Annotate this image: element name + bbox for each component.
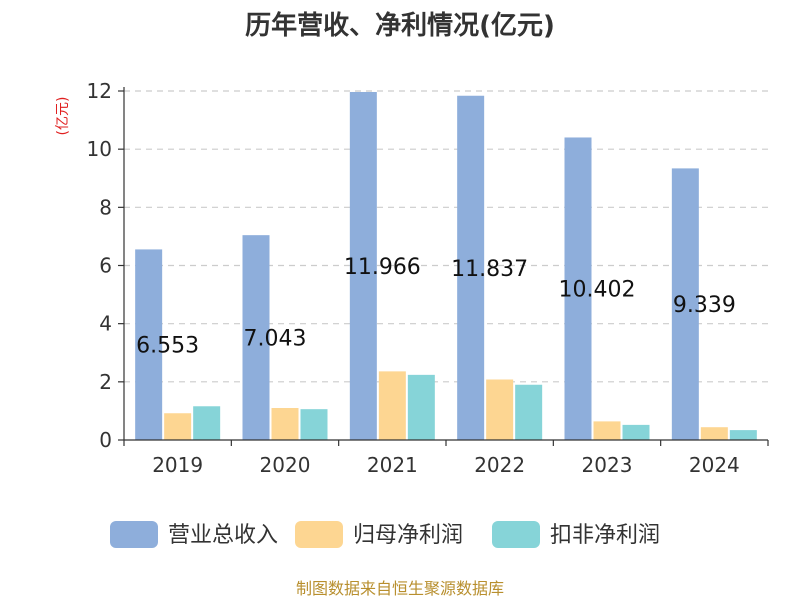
bar-series-1 <box>671 168 699 440</box>
x-tick-label: 2023 <box>582 453 633 477</box>
bar-series-3 <box>515 384 543 440</box>
bar-series-3 <box>300 409 328 440</box>
bar-series-1 <box>457 95 485 440</box>
bar-series-3 <box>729 430 757 440</box>
bar-series-3 <box>622 424 650 440</box>
x-tick-label: 2019 <box>152 453 203 477</box>
chart-title: 历年营收、净利情况(亿元) <box>245 10 555 41</box>
legend: 营业总收入 归母净利润 扣非净利润 <box>110 521 660 548</box>
bar-series-2 <box>271 408 299 440</box>
data-label: 11.966 <box>344 255 421 280</box>
y-tick-label: 2 <box>99 370 112 394</box>
legend-label: 扣非净利润 <box>550 523 660 548</box>
data-label: 9.339 <box>673 293 736 318</box>
bar-series-1 <box>135 249 163 440</box>
bar-series-1 <box>349 91 377 440</box>
x-tick-label: 2021 <box>367 453 418 477</box>
gridlines <box>124 90 768 383</box>
bar-series-2 <box>700 427 728 440</box>
y-tick-label: 0 <box>99 428 112 452</box>
bar-series-2 <box>378 371 406 440</box>
source-note: 制图数据来自恒生聚源数据库 <box>296 579 504 598</box>
legend-swatch <box>492 521 540 548</box>
y-tick-label: 6 <box>99 254 112 278</box>
data-label: 7.043 <box>244 327 307 352</box>
x-tick-label: 2024 <box>689 453 740 477</box>
bar-series-3 <box>193 406 221 440</box>
bar-series-3 <box>407 374 435 440</box>
legend-swatch <box>295 521 343 548</box>
data-labels-group: 6.553 7.043 11.966 11.837 10.402 9.339 <box>136 255 736 359</box>
bar-series-2 <box>593 421 621 440</box>
legend-label: 归母净利润 <box>353 523 463 548</box>
bar-series-2 <box>164 413 192 440</box>
data-label: 6.553 <box>136 334 199 359</box>
bar-series-1 <box>242 235 270 440</box>
legend-label: 营业总收入 <box>168 523 278 548</box>
legend-swatch <box>110 521 158 548</box>
bar-series-1 <box>564 137 592 441</box>
y-tick-label: 10 <box>87 137 112 161</box>
bar-series-2 <box>486 379 514 440</box>
y-axis-label: (亿元) <box>55 97 71 136</box>
y-tick-label: 12 <box>87 79 112 103</box>
bars-group <box>135 91 757 441</box>
x-tick-label: 2022 <box>474 453 525 477</box>
x-tick-label: 2020 <box>260 453 311 477</box>
data-label: 10.402 <box>559 278 636 303</box>
data-label: 11.837 <box>451 257 528 282</box>
axes-group: 0 2 4 6 8 10 12 2019 2020 2021 2022 2023 2024 <box>87 79 769 477</box>
y-tick-label: 8 <box>99 195 112 219</box>
y-tick-label: 4 <box>99 312 112 336</box>
